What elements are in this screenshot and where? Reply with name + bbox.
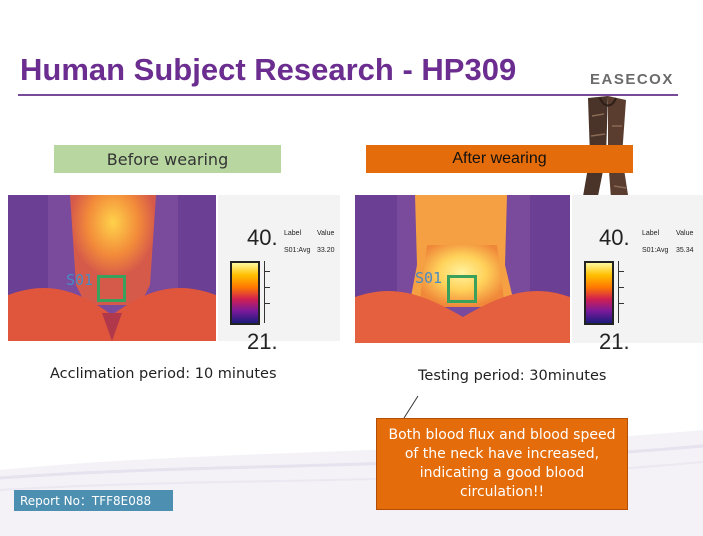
table-header-value: Value: [317, 230, 335, 237]
page-title: Human Subject Research - HP309: [20, 52, 517, 87]
table-header-label: Label: [642, 230, 660, 237]
roi-label: S01: [66, 271, 94, 289]
temperature-colorbar: [584, 261, 614, 325]
temperature-colorbar: [230, 261, 260, 325]
table-header-label: Label: [284, 230, 302, 237]
conclusion-callout: Both blood flux and blood speed of the n…: [376, 418, 628, 510]
scale-max: 40.: [247, 225, 278, 250]
after-legend-panel: 40. 21. Label Value S01:Avg 35.34: [572, 195, 703, 354]
table-row-label: S01:Avg: [642, 247, 669, 254]
roi-box: [447, 275, 477, 303]
brand-logo: EASECOX: [590, 71, 674, 88]
scale-min: 21.: [599, 329, 630, 354]
after-wearing-label: After wearing: [366, 145, 633, 173]
scale-axis: [618, 261, 619, 323]
table-row-value: 33.20: [317, 247, 335, 254]
table-row-label: S01:Avg: [284, 247, 311, 254]
scale-axis: [264, 261, 265, 323]
after-thermal-image: S01: [355, 195, 570, 343]
table-row-value: 35.34: [676, 247, 694, 254]
roi-box: [97, 275, 126, 302]
before-caption: Acclimation period: 10 minutes: [50, 366, 277, 382]
scale-min: 21.: [247, 329, 278, 354]
before-wearing-label: Before wearing: [54, 145, 281, 173]
title-divider: [18, 94, 678, 96]
before-legend-panel: 40. 21. Label Value S01:Avg 33.20: [218, 195, 340, 354]
roi-label: S01: [415, 269, 443, 287]
after-caption: Testing period: 30minutes: [418, 368, 607, 384]
scale-max: 40.: [599, 225, 630, 250]
report-number-badge: Report No：TFF8E088: [14, 490, 173, 511]
table-header-value: Value: [676, 230, 694, 237]
before-thermal-image: S01: [8, 195, 216, 341]
callout-pointer: [403, 395, 419, 419]
